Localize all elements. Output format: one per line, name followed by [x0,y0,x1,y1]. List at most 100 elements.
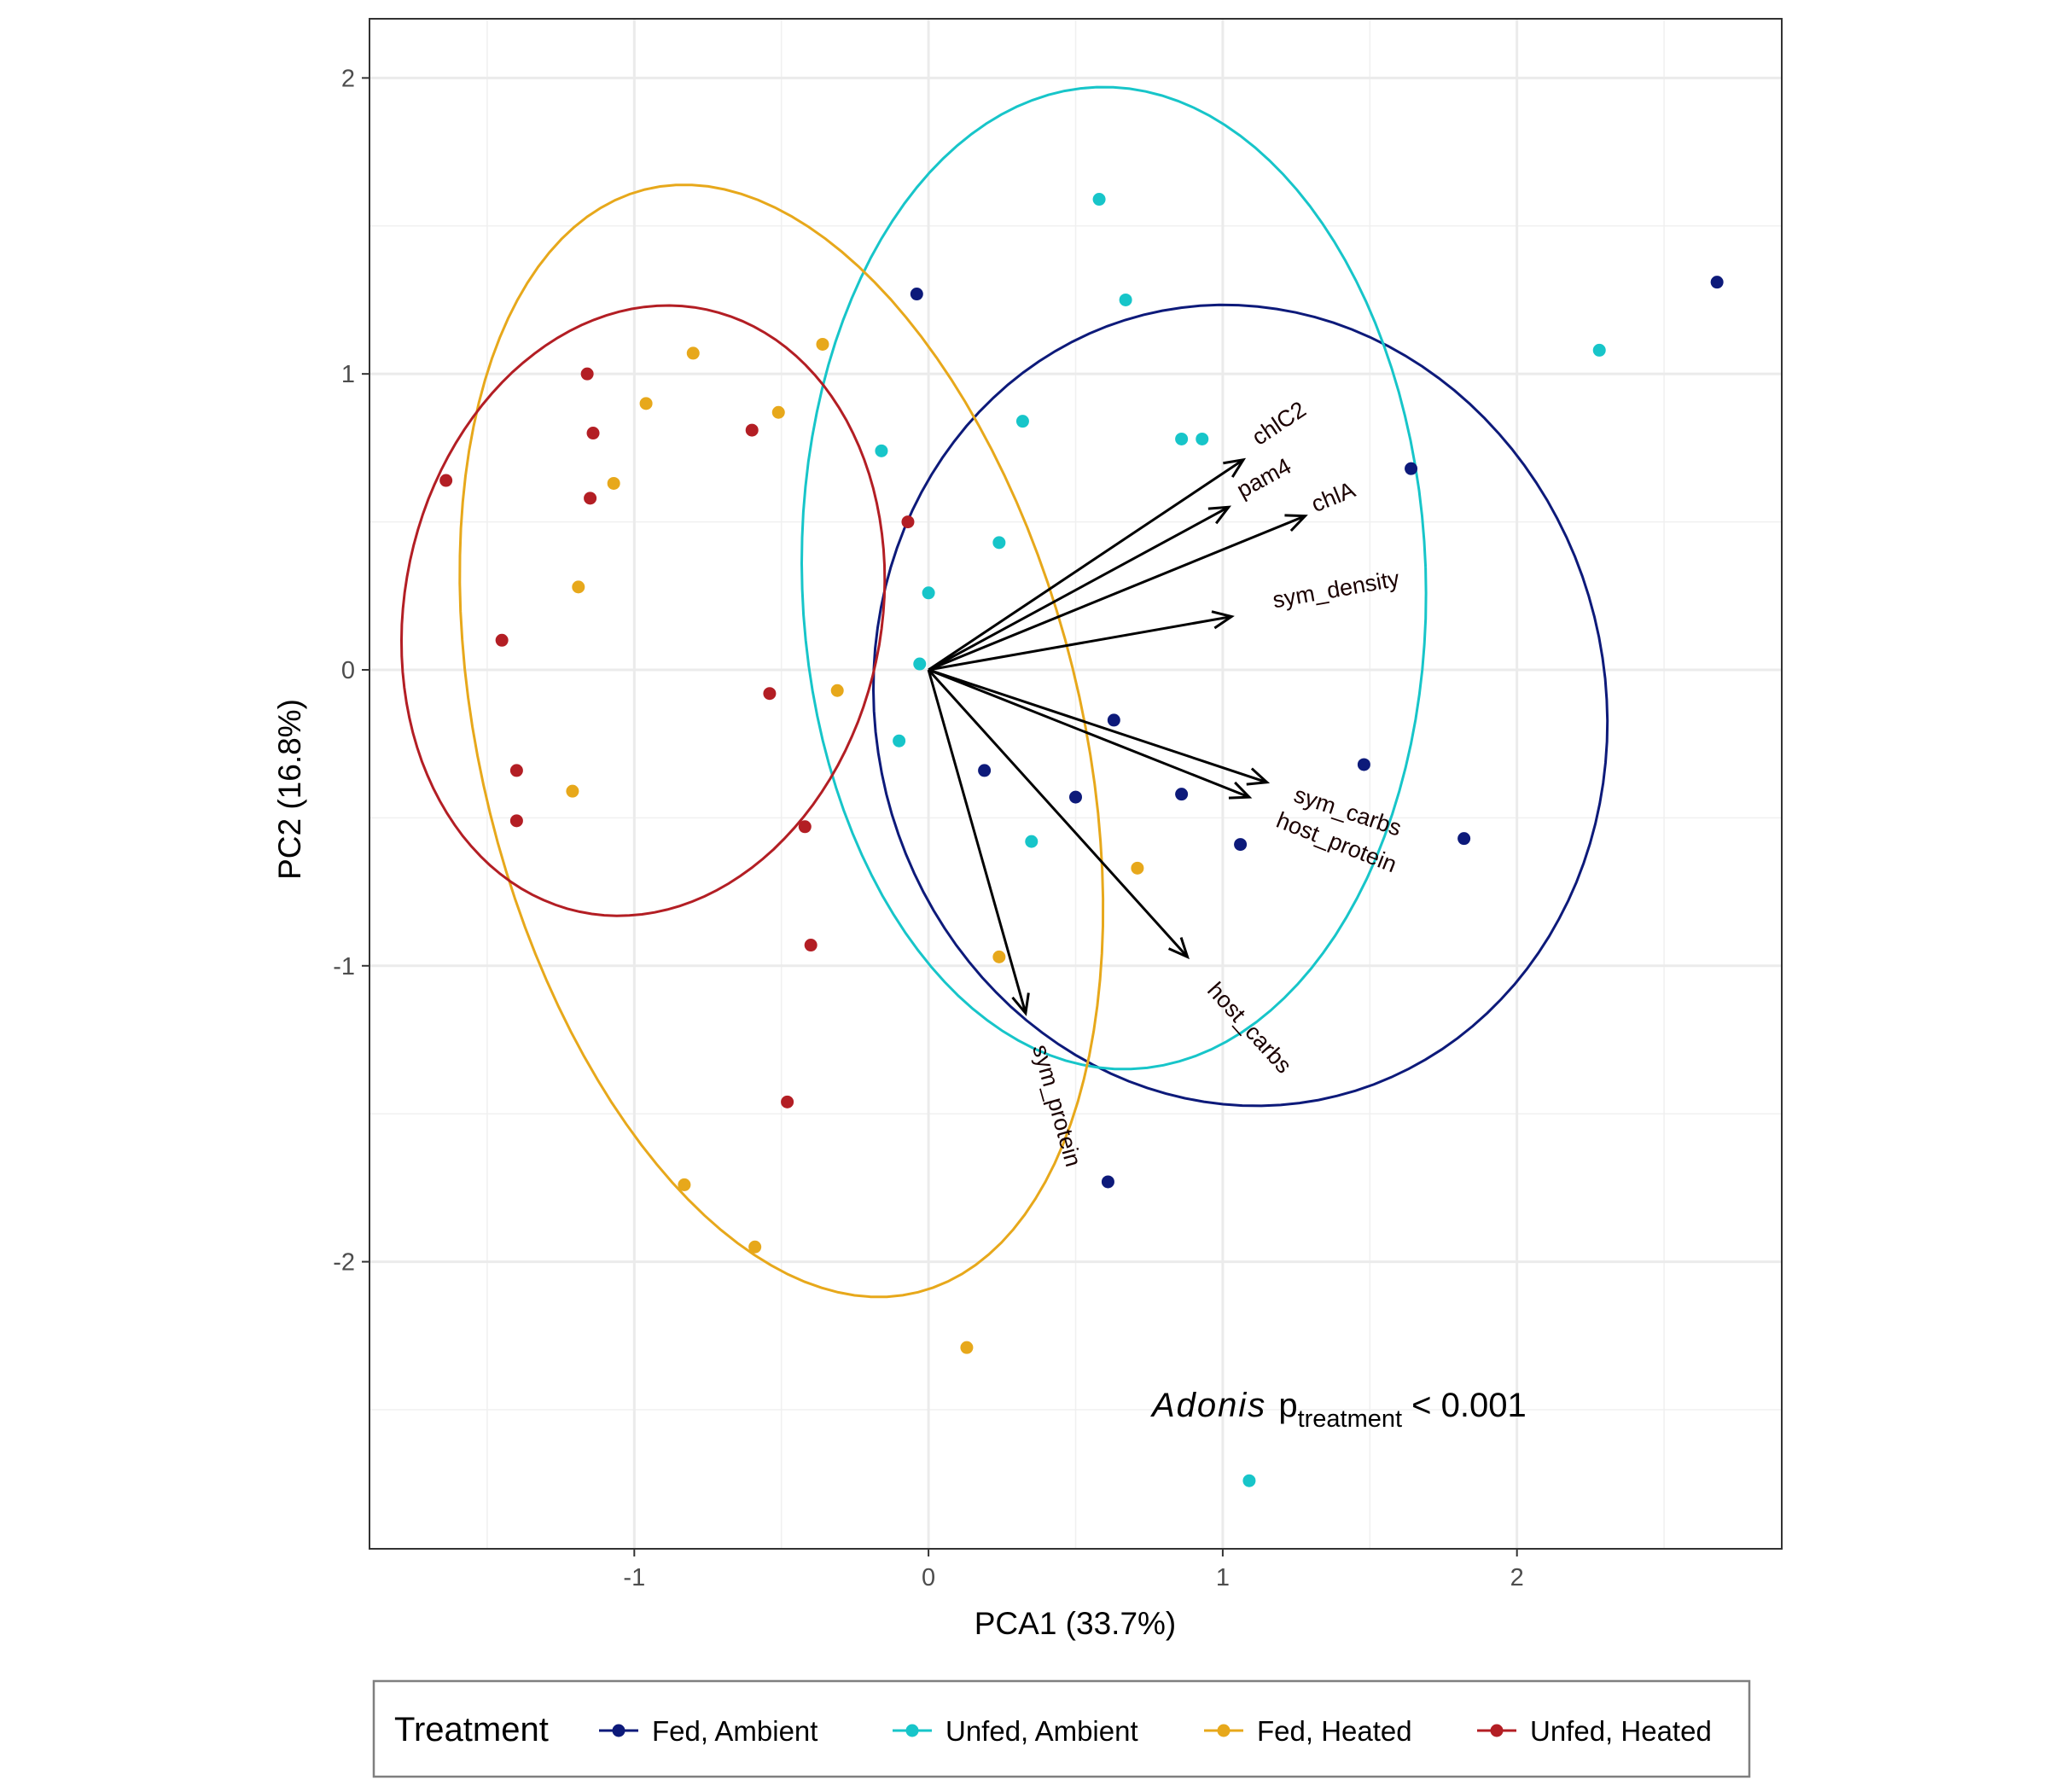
point-series-1 [922,586,935,600]
x-tick-label: 2 [1510,1564,1524,1591]
point-series-0 [1107,713,1120,727]
legend-label: Fed, Heated [1257,1715,1412,1747]
legend-label: Unfed, Heated [1530,1715,1712,1747]
point-series-3 [586,427,600,440]
annotation-rest: < 0.001 [1402,1387,1527,1424]
point-series-1 [1092,193,1106,207]
annotation-p: p [1278,1387,1297,1424]
point-series-0 [910,288,923,301]
point-series-0 [1457,832,1471,846]
x-tick-label: 0 [922,1564,935,1591]
legend-keys: Fed, Ambient Unfed, Ambient Fed, Heated Unf… [599,1715,1712,1747]
loading-arrow [928,615,1232,672]
point-series-1 [992,536,1006,550]
grid [369,19,1782,1549]
loading-arrowhead [1207,505,1232,525]
point-series-3 [509,814,523,828]
loading-arrowhead [1011,992,1030,1016]
annotation-subscript: treatment [1298,1405,1403,1433]
point-series-2 [992,950,1006,963]
x-tick-label: 1 [1216,1564,1230,1591]
loading-label: sym_density [1271,566,1401,614]
point-series-3 [509,764,523,777]
point-series-0 [978,764,992,777]
point-series-3 [804,939,817,952]
loading-label: host_carbs [1202,977,1297,1078]
loading-arrowhead [1167,937,1190,960]
point-series-1 [913,657,927,671]
point-series-2 [566,784,579,798]
loading-arrow [928,505,1230,672]
point-series-2 [572,580,585,594]
loading-arrowhead [1228,781,1253,800]
y-tick-label: -2 [333,1249,355,1277]
loading-arrowhead [1246,767,1271,786]
y-tick-label: 0 [341,657,355,684]
ellipse-2 [458,183,1105,1299]
legend-box [372,1679,1751,1778]
legend-key-dot [905,1724,919,1737]
loading-label: chlC2 [1248,396,1311,450]
loading-arrow [928,515,1306,672]
point-series-2 [686,346,700,360]
ellipse-3 [399,304,887,917]
point-series-1 [1242,1474,1256,1487]
legend-key-dot [1217,1724,1231,1737]
legend: Treatment Fed, Ambient Unfed, Ambient Fed,… [372,1679,1751,1778]
ellipse-0 [871,303,1609,1108]
annotation-italic: Adonis [1150,1387,1266,1424]
point-series-3 [439,474,453,487]
point-series-0 [1234,838,1248,852]
point-series-0 [1175,788,1189,801]
point-series-2 [678,1178,691,1191]
y-axis-title: PC2 (16.8%) [272,699,307,880]
point-series-1 [1025,835,1039,848]
point-series-2 [960,1341,974,1354]
legend-label: Unfed, Ambient [945,1715,1138,1747]
legend-key-dot [1490,1724,1504,1737]
point-series-3 [495,633,509,647]
loading-arrow [928,668,1250,799]
legend-label: Fed, Ambient [652,1715,817,1747]
loading-arrow [927,669,1027,1014]
point-series-3 [763,687,777,701]
y-tick-label: -1 [333,953,355,980]
loading-arrowhead [1284,514,1308,532]
point-series-3 [901,515,915,529]
point-series-3 [584,492,597,505]
point-series-3 [798,820,812,834]
point-series-2 [748,1240,762,1254]
loading-arrow [927,668,1189,958]
point-series-2 [771,405,785,419]
point-series-2 [607,476,620,490]
loading-label: chlA [1307,477,1359,518]
point-series-0 [1069,790,1082,804]
point-series-1 [1175,432,1189,445]
legend-title: Treatment [394,1711,549,1748]
point-series-0 [1357,758,1370,771]
ellipse-1 [800,85,1428,1071]
point-series-0 [1101,1175,1114,1189]
point-series-1 [893,734,906,748]
point-series-1 [1119,293,1132,306]
x-tick-label: -1 [623,1564,645,1591]
legend-key-dot [612,1724,625,1737]
point-series-3 [580,367,594,381]
confidence-ellipses [399,85,1609,1299]
y-tick-label: 1 [341,361,355,388]
loading-arrows [927,457,1308,1016]
loading-arrowhead [1211,610,1235,630]
point-series-2 [816,337,829,351]
point-series-2 [1131,861,1144,875]
adonis-annotation: Adonis ptreatment < 0.001 [1150,1387,1527,1433]
x-axis-title: PCA1 (33.7%) [975,1606,1177,1641]
point-series-1 [1592,343,1606,357]
point-series-0 [1405,462,1418,475]
y-tick-label: 2 [341,65,355,92]
loading-arrowhead [1223,457,1247,478]
point-series-3 [781,1095,794,1108]
point-series-2 [639,397,653,410]
point-series-2 [830,684,844,697]
loading-arrow [928,668,1268,784]
